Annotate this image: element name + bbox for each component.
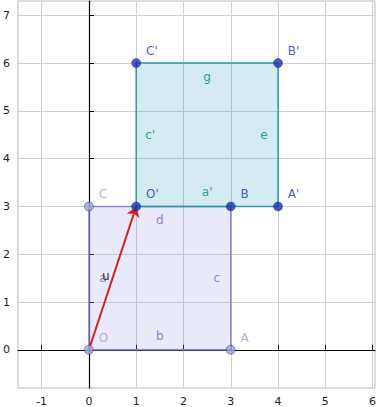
svg-text:c': c' [145, 128, 155, 142]
svg-text:b: b [156, 329, 164, 343]
svg-text:c: c [213, 271, 220, 285]
svg-text:e: e [260, 128, 267, 142]
svg-text:5: 5 [3, 104, 10, 117]
svg-text:A': A' [288, 187, 300, 201]
svg-text:B': B' [288, 44, 300, 58]
svg-text:-1: -1 [36, 395, 47, 407]
svg-text:5: 5 [322, 395, 329, 407]
svg-text:O': O' [146, 187, 159, 201]
svg-text:d: d [156, 213, 164, 227]
svg-text:4: 4 [3, 152, 10, 165]
svg-text:2: 2 [3, 248, 10, 261]
svg-text:6: 6 [369, 395, 376, 407]
svg-text:0: 0 [3, 343, 10, 356]
svg-text:u: u [102, 269, 110, 283]
svg-text:A: A [241, 331, 250, 345]
svg-text:C: C [99, 187, 107, 201]
svg-text:2: 2 [180, 395, 187, 407]
svg-text:B: B [241, 187, 249, 201]
svg-text:1: 1 [133, 395, 140, 407]
svg-text:O: O [99, 331, 108, 345]
svg-text:7: 7 [3, 9, 10, 22]
svg-text:4: 4 [275, 395, 282, 407]
svg-text:6: 6 [3, 57, 10, 70]
svg-text:0: 0 [85, 395, 92, 407]
svg-text:a': a' [202, 185, 213, 199]
svg-text:3: 3 [3, 200, 10, 213]
svg-text:3: 3 [227, 395, 234, 407]
svg-text:g: g [203, 70, 211, 84]
svg-text:1: 1 [3, 296, 10, 309]
svg-text:C': C' [146, 44, 158, 58]
